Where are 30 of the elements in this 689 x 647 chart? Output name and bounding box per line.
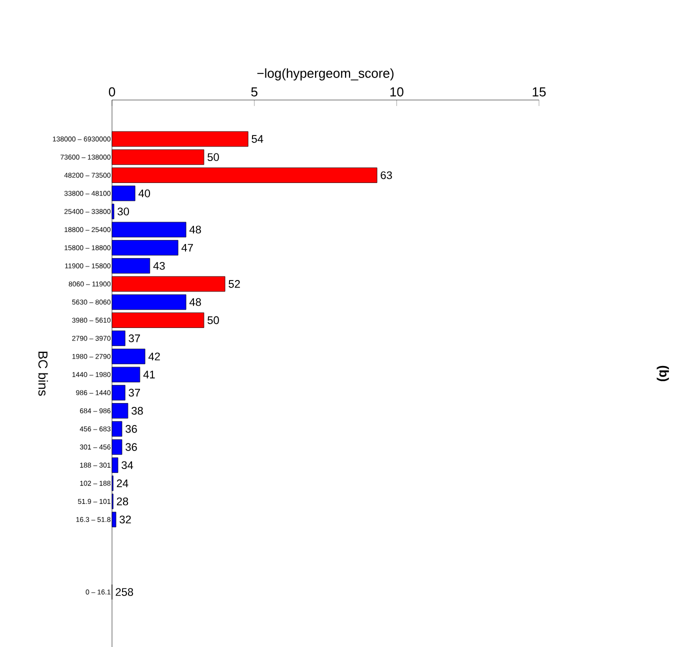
annotation: 258: [116, 588, 134, 596]
x-axis-title: −log(hypergeom_score): [257, 68, 394, 80]
annotation: 28: [116, 498, 128, 506]
annotation: 63: [380, 171, 392, 180]
annotation: 48: [189, 226, 201, 234]
text: (b): [656, 366, 669, 382]
annotation: 37: [128, 334, 140, 342]
annotation: 47: [181, 244, 193, 252]
annotation: 43: [153, 262, 165, 270]
annotation: 32: [120, 516, 131, 524]
annotation: 30: [118, 208, 129, 216]
annotation: 40: [138, 189, 150, 198]
annotation: 42: [148, 352, 160, 360]
x-tick-label: 0: [108, 87, 116, 96]
annotation: 36: [126, 443, 137, 451]
y-axis-title: BC bins: [38, 352, 48, 396]
annotation: 38: [132, 406, 143, 415]
annotation: 54: [252, 135, 264, 143]
annotation: 34: [122, 461, 134, 470]
annotation: 50: [208, 153, 219, 162]
annotation: 24: [116, 479, 128, 488]
annotation: 50: [208, 316, 219, 324]
annotation: 48: [189, 298, 201, 306]
annotation: 37: [128, 388, 140, 397]
x-tick-label: 10: [390, 87, 404, 96]
annotation: 52: [228, 280, 240, 288]
x-tick-label: 5: [251, 87, 258, 96]
annotation: 41: [143, 370, 155, 378]
annotation: 36: [126, 425, 137, 433]
x-tick-label: 15: [532, 87, 546, 96]
